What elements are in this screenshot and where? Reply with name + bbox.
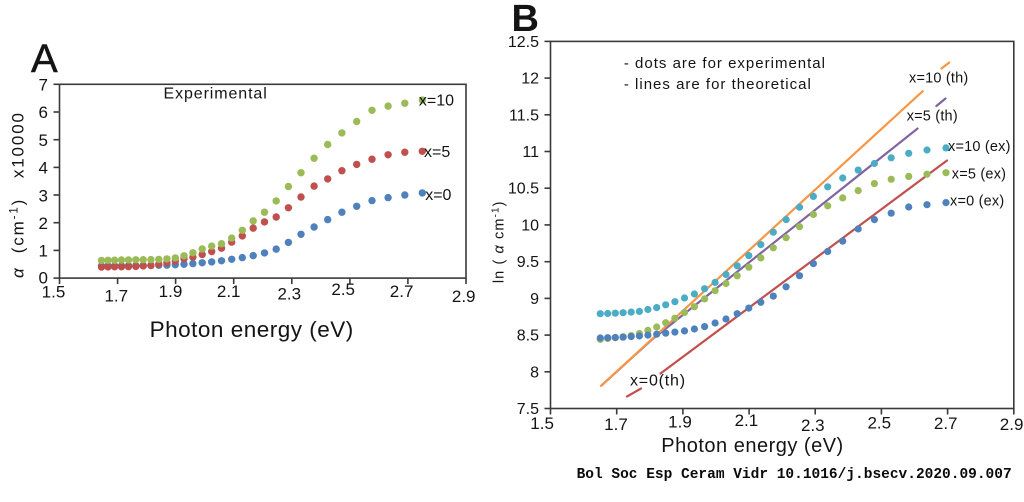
svg-text:4: 4: [39, 159, 48, 178]
svg-text:7: 7: [39, 76, 48, 95]
svg-text:x=10 (ex): x=10 (ex): [948, 139, 1011, 155]
svg-text:9.5: 9.5: [517, 254, 539, 271]
svg-text:3: 3: [39, 186, 48, 205]
svg-text:7.5: 7.5: [517, 401, 539, 418]
svg-text:2.9: 2.9: [452, 287, 476, 306]
svg-text:12: 12: [521, 71, 539, 88]
svg-text:Experimental: Experimental: [164, 86, 268, 103]
svg-text:ln ( α cm-1): ln ( α cm-1): [491, 200, 508, 283]
svg-text:8: 8: [530, 364, 539, 381]
svg-text:9: 9: [530, 291, 539, 308]
svg-text:10: 10: [521, 217, 539, 234]
svg-text:2.1: 2.1: [217, 282, 241, 301]
svg-text:1.9: 1.9: [159, 282, 183, 301]
svg-text:8.5: 8.5: [517, 328, 539, 345]
svg-text:1.5: 1.5: [530, 414, 554, 433]
svg-text:1: 1: [39, 242, 48, 261]
svg-text:1.5: 1.5: [42, 283, 66, 302]
svg-text:x=5: x=5: [424, 144, 450, 161]
svg-text:x=5 (th): x=5 (th): [907, 109, 958, 125]
svg-text:x=10 (th): x=10 (th): [909, 71, 968, 87]
svg-text:2.9: 2.9: [1000, 415, 1024, 434]
svg-text:- lines are for theoretical: - lines are for theoretical: [624, 76, 812, 93]
svg-text:x=0 (ex): x=0 (ex): [950, 194, 1004, 210]
svg-text:0: 0: [39, 269, 48, 288]
svg-text:2.5: 2.5: [867, 414, 891, 433]
svg-text:2.3: 2.3: [801, 416, 825, 435]
svg-text:- dots are for experimental: - dots are for experimental: [624, 55, 826, 72]
svg-text:12.5: 12.5: [508, 34, 539, 51]
svg-text:Photon energy (eV): Photon energy (eV): [150, 317, 354, 342]
svg-text:5: 5: [39, 131, 48, 150]
svg-text:A: A: [31, 37, 58, 81]
svg-text:6: 6: [39, 103, 48, 122]
svg-text:2: 2: [39, 214, 48, 233]
svg-text:x=10: x=10: [419, 93, 454, 110]
svg-text:1.7: 1.7: [104, 287, 128, 306]
svg-text:1.9: 1.9: [668, 413, 692, 432]
svg-text:11.5: 11.5: [509, 107, 539, 124]
svg-text:x=0(th): x=0(th): [630, 373, 686, 390]
svg-text:x=0: x=0: [425, 187, 451, 204]
svg-text:10.5: 10.5: [508, 181, 539, 198]
svg-text:2.1: 2.1: [735, 411, 759, 430]
svg-text:2.5: 2.5: [331, 280, 355, 299]
svg-text:2.3: 2.3: [277, 285, 301, 304]
svg-text:x=5 (ex): x=5 (ex): [952, 167, 1006, 183]
svg-text:B: B: [512, 0, 539, 40]
svg-text:Photon energy (eV): Photon energy (eV): [661, 435, 843, 457]
svg-text:11: 11: [522, 144, 539, 161]
svg-text:2.7: 2.7: [390, 282, 414, 301]
svg-text:Bol Soc Esp Ceram Vidr 10.1016: Bol Soc Esp Ceram Vidr 10.1016/j.bsecv.2…: [577, 467, 1012, 483]
svg-text:1.7: 1.7: [604, 415, 628, 434]
svg-text:2.7: 2.7: [934, 414, 958, 433]
svg-text:α (cm-1) x10000: α (cm-1) x10000: [9, 113, 28, 278]
